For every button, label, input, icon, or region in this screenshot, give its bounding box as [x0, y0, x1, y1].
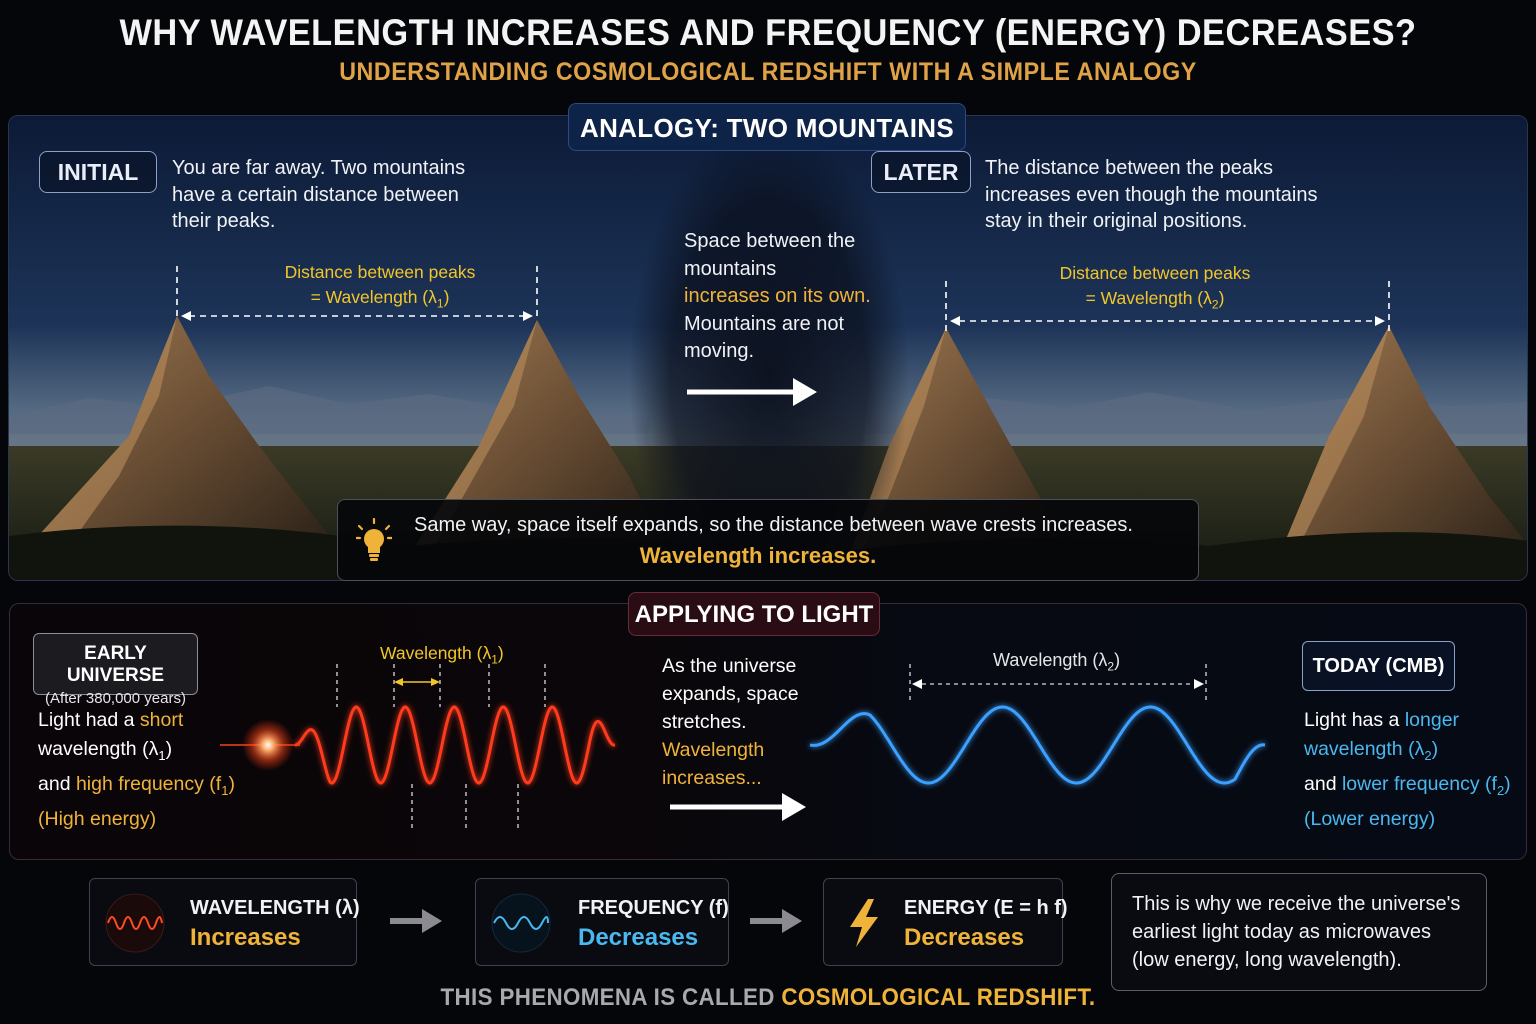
today-text: Light has a longer wavelength (λ2) and l… [1304, 709, 1511, 830]
right-arrow-icon [750, 909, 802, 933]
early-universe-text: Light had a short wavelength (λ1) and hi… [38, 709, 235, 830]
light-panel [9, 603, 1527, 860]
blue-wave-icon [491, 893, 551, 953]
red-wave-icon [105, 893, 165, 953]
final-note: This is why we receive the universe's ea… [1111, 873, 1487, 991]
peak-distance-label-1: Distance between peaks = Wavelength (λ1) [284, 262, 476, 311]
right-arrow-icon [687, 378, 817, 406]
peak-distance-label-2: Distance between peaks = Wavelength (λ2) [1059, 263, 1251, 312]
analogy-heading: ANALOGY: TWO MOUNTAINS [568, 103, 966, 151]
right-arrow-icon [670, 793, 806, 821]
callout-box: Same way, space itself expands, so the d… [337, 499, 1199, 581]
wave-diagram [220, 664, 1266, 830]
later-tag: LATER [871, 151, 971, 193]
page-subtitle: UNDERSTANDING COSMOLOGICAL REDSHIFT WITH… [339, 58, 1197, 86]
wavelength-2-label: Wavelength (λ2) [993, 650, 1121, 674]
initial-description: You are far away. Two mountains have a c… [172, 157, 466, 232]
analogy-middle-text: Space between the mountains increases on… [684, 230, 871, 362]
lightbulb-icon [356, 518, 392, 561]
lightning-icon [850, 899, 878, 947]
callout-highlight: Wavelength increases. [639, 543, 877, 568]
light-heading: APPLYING TO LIGHT [628, 592, 880, 636]
summary-energy: ENERGY (E = h f) Decreases [823, 878, 1068, 966]
wavelength-1-label: Wavelength (λ1) [380, 643, 504, 667]
footer: THIS PHENOMENA IS CALLED COSMOLOGICAL RE… [440, 984, 1096, 1011]
page-title: WHY WAVELENGTH INCREASES AND FREQUENCY (… [119, 12, 1417, 53]
later-description: The distance between the peaks increases… [985, 157, 1318, 232]
initial-tag: INITIAL [39, 151, 157, 193]
expansion-text: As the universe expands, space stretches… [662, 655, 799, 789]
peak-distance-2 [945, 281, 1390, 331]
peak-distance-1 [176, 266, 538, 321]
today-cmb-tag: TODAY (CMB) [1302, 641, 1455, 691]
right-arrow-icon [390, 909, 442, 933]
red-wave [294, 705, 616, 785]
callout-text: Same way, space itself expands, so the d… [414, 514, 1133, 536]
summary-frequency: FREQUENCY (f) Decreases [475, 878, 729, 966]
summary-wavelength: WAVELENGTH (λ) Increases [89, 878, 360, 966]
early-universe-tag: EARLY UNIVERSE (After 380,000 years) [33, 633, 198, 707]
blue-wave [809, 705, 1266, 785]
